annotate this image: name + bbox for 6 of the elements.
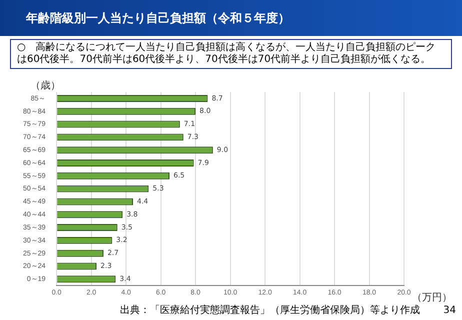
chart-subtitle: ○ 高齢になるにつれて一人当たり自己負担額は高くなるが、一人当たり自己負担額のピークは60代後半。70代前半は60代後半より、70代後半は70代前半より自己負担額が低くなる。 [10,39,452,69]
source-note: 出典：「医療給付実態調査報告」（厚生労働省保険局）等より作成 [120,304,420,317]
text: 34 [443,305,456,316]
y-axis-title: （歳） [30,80,61,92]
chart-title: 年齢階級別一人当たり自己負担額（令和５年度） [0,0,462,36]
x-axis-title: （万円） [412,292,452,304]
